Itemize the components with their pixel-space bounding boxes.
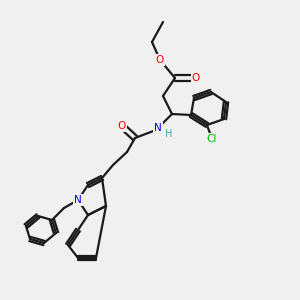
Text: Cl: Cl xyxy=(207,134,217,144)
Text: O: O xyxy=(156,55,164,65)
Text: N: N xyxy=(74,195,82,205)
Text: O: O xyxy=(118,121,126,131)
Text: O: O xyxy=(192,73,200,83)
Text: H: H xyxy=(165,129,173,139)
Text: N: N xyxy=(154,123,162,133)
